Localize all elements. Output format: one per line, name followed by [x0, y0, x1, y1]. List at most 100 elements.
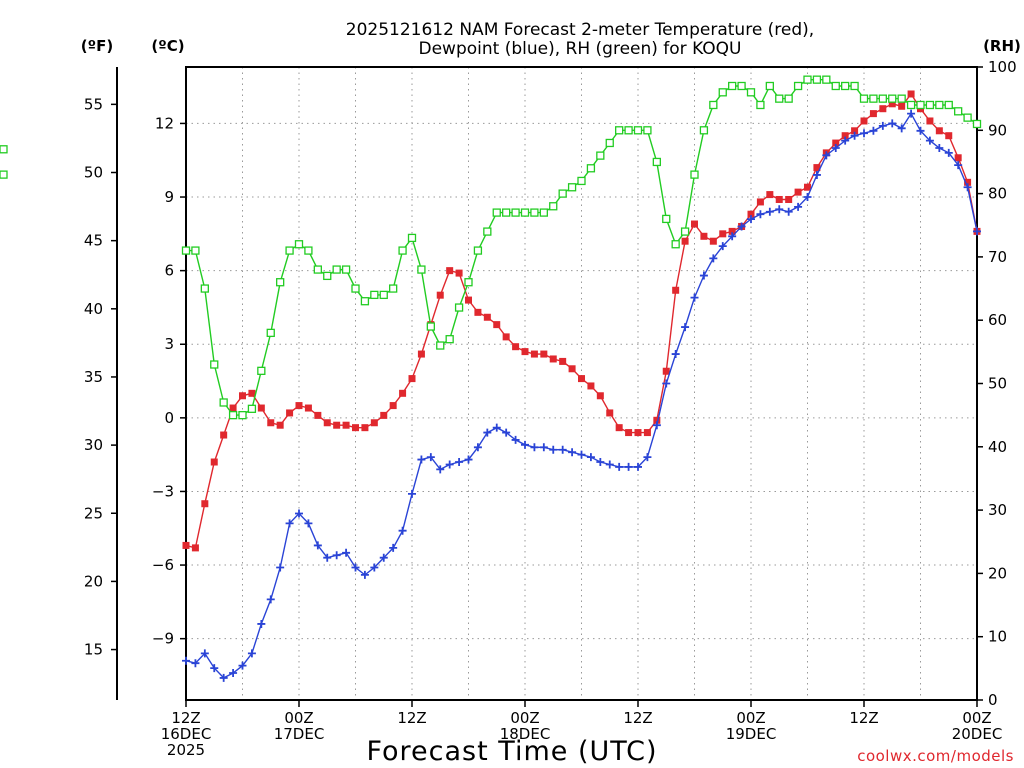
fahrenheit-tick-label: 25 — [84, 504, 103, 522]
dewpoint-point — [568, 448, 577, 457]
dewpoint-point — [455, 458, 464, 467]
rh-point — [850, 81, 859, 91]
temperature-point — [775, 195, 783, 203]
temperature-point — [191, 544, 199, 552]
temperature-point — [700, 232, 708, 240]
dewpoint-point — [389, 543, 398, 552]
rh-tick-label: 80 — [988, 185, 1007, 203]
rh-tick-label: 10 — [988, 628, 1007, 646]
rh-point — [210, 360, 219, 369]
time-tick-label: 00Z 18DEC — [500, 709, 551, 743]
temperature-point — [304, 404, 312, 412]
dewpoint-point — [812, 170, 821, 179]
rh-point — [775, 94, 784, 103]
dewpoint-point — [558, 445, 567, 454]
rh-point — [511, 208, 520, 217]
rh-point — [822, 75, 831, 84]
fahrenheit-tick-label: 35 — [84, 368, 103, 386]
dewpoint-point — [342, 548, 351, 557]
dewpoint-point — [360, 570, 369, 579]
dewpoint-point — [784, 207, 793, 216]
rh-point — [690, 170, 699, 179]
temperature-point — [719, 230, 727, 238]
time-tick-label: 12Z 16DEC 2025 — [161, 709, 212, 759]
rh-point — [530, 208, 539, 217]
rh-point — [624, 126, 633, 135]
rh-point — [944, 100, 953, 110]
rh-point — [520, 208, 530, 217]
rh-point — [294, 240, 304, 249]
dewpoint-point — [634, 462, 642, 471]
dewpoint-point — [728, 232, 737, 241]
dewpoint-point — [756, 210, 765, 219]
celsius-unit-label: (ºC) — [151, 37, 184, 55]
dewpoint-point — [530, 443, 539, 452]
dewpoint-point — [408, 489, 416, 498]
axes — [116, 66, 978, 701]
rh-point — [445, 335, 454, 344]
dewpoint-point — [323, 553, 332, 562]
dewpoint-point — [549, 445, 558, 454]
temperature-point — [512, 343, 520, 351]
temperature-point — [295, 402, 303, 410]
dewpoint-point — [210, 664, 219, 673]
temperature-point — [841, 132, 849, 140]
dewpoint-point — [652, 421, 661, 430]
fahrenheit-tick-label: 40 — [84, 300, 103, 318]
temperature-point — [521, 348, 529, 356]
temperature-point — [333, 421, 341, 429]
temperature-point — [785, 195, 793, 203]
temperature-point — [578, 375, 585, 383]
dewpoint-point — [182, 656, 190, 665]
dewpoint-point — [247, 649, 256, 658]
celsius-tick-label: −9 — [152, 630, 174, 648]
temperature-point — [248, 389, 256, 397]
rh-point — [464, 278, 473, 287]
dewpoint-point — [907, 109, 916, 118]
temperature-point — [474, 308, 482, 316]
temperature-point — [408, 375, 416, 383]
dewpoint-point — [596, 458, 605, 467]
rh-point — [963, 113, 972, 122]
temperature-point — [691, 220, 698, 228]
rh-point — [615, 126, 624, 135]
celsius-tick-label: 9 — [164, 188, 174, 206]
dewpoint-point — [219, 673, 228, 682]
fahrenheit-tick-label: 15 — [84, 641, 103, 659]
dewpoint-point — [313, 541, 322, 550]
temperature-point — [964, 178, 972, 186]
temperature-point — [935, 127, 943, 135]
dewpoint-point — [681, 323, 690, 332]
rh-tick-label: 0 — [988, 691, 998, 709]
rh-point — [935, 100, 944, 110]
temperature-point — [361, 424, 369, 432]
temperature-point — [662, 367, 670, 375]
temperature-point — [954, 154, 962, 162]
rh-point — [972, 119, 982, 129]
rh-tick-label: 60 — [988, 311, 1007, 329]
dewpoint-point — [464, 455, 473, 464]
temperature-point — [229, 404, 237, 412]
rh-point — [662, 214, 671, 224]
rh-point — [699, 126, 709, 135]
temperature-point — [606, 409, 614, 417]
rh-point — [257, 366, 266, 375]
temperature-point — [643, 429, 651, 437]
dewpoint-point — [473, 443, 482, 452]
rh-point — [0, 170, 8, 179]
temperature-point — [314, 411, 322, 419]
rh-point — [539, 208, 548, 217]
temperature-point — [766, 191, 774, 199]
dewpoint-point — [539, 443, 548, 452]
dewpoint-point — [897, 124, 906, 133]
rh-point — [191, 246, 200, 255]
dewpoint-line — [185, 112, 978, 679]
rh-point — [454, 303, 464, 312]
temperature-point — [728, 227, 736, 235]
gridlines — [186, 67, 977, 700]
temperature-point — [587, 382, 595, 390]
rh-point — [276, 278, 285, 287]
rh-point — [473, 246, 483, 255]
dewpoint-point — [944, 148, 953, 157]
time-tick-label: 00Z 20DEC — [952, 709, 1003, 743]
